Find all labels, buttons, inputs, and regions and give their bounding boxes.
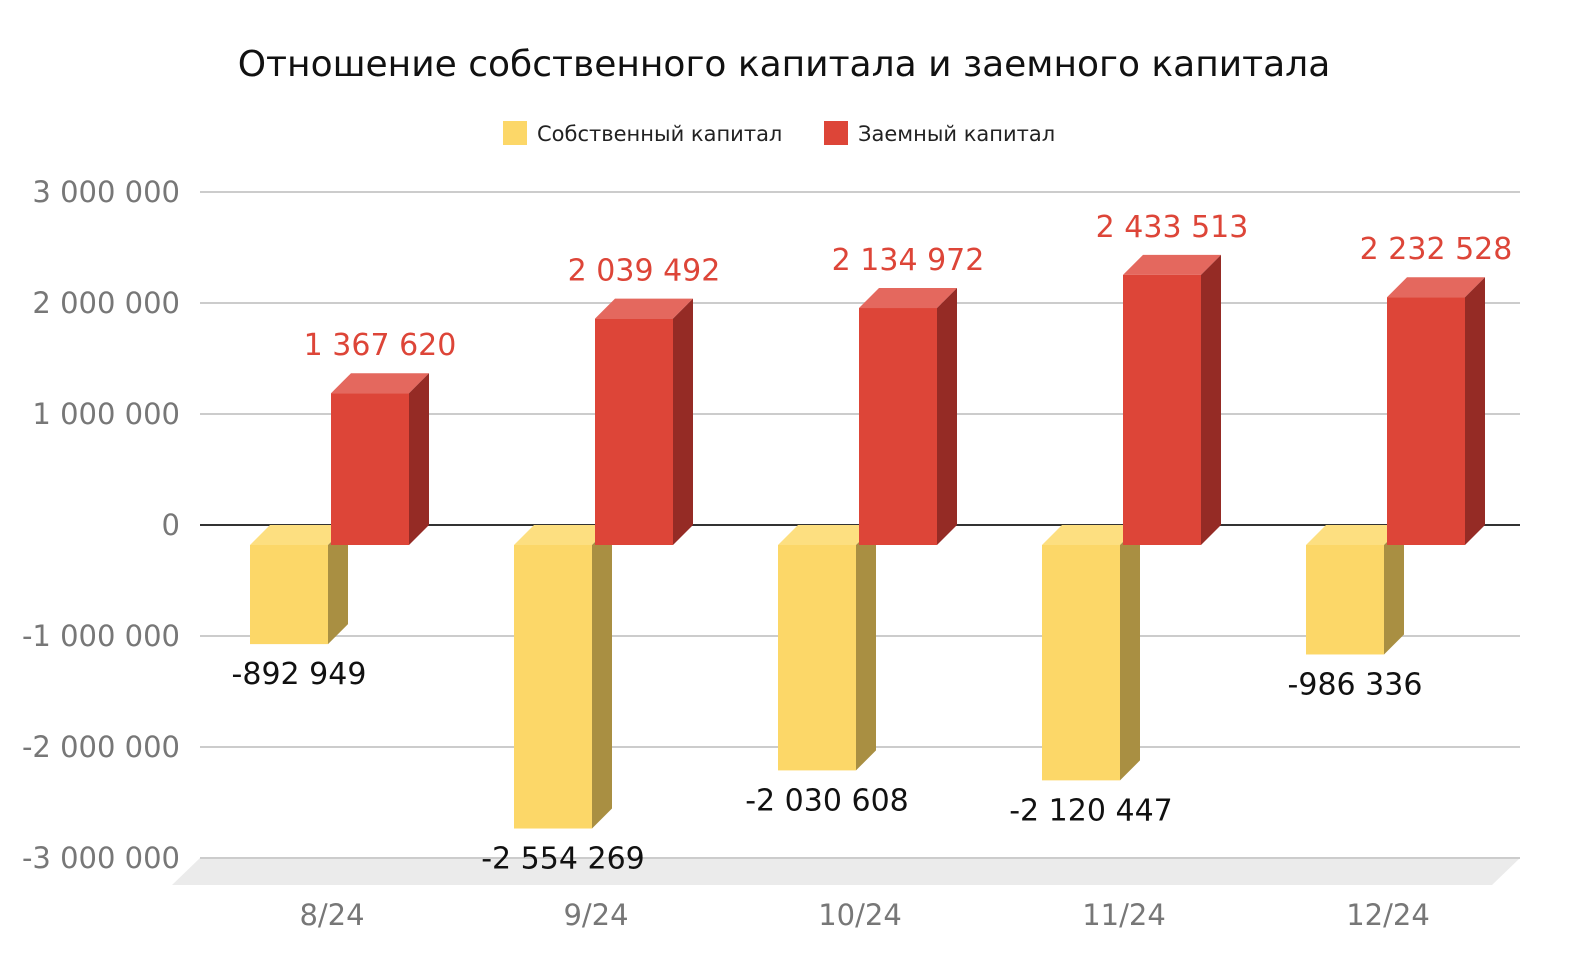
bar-front-face xyxy=(514,545,592,829)
legend-label-debt: Заемный капитал xyxy=(858,122,1055,146)
x-tick-label: 8/24 xyxy=(299,898,364,932)
legend-label-equity: Собственный капитал xyxy=(537,122,782,146)
bar-front-face xyxy=(859,308,937,545)
bar-side-face xyxy=(1384,525,1404,655)
y-tick-label: -3 000 000 xyxy=(22,841,180,875)
x-tick-label: 9/24 xyxy=(563,898,628,932)
data-label: 2 433 513 xyxy=(1096,210,1249,245)
bar-side-face xyxy=(1120,525,1140,781)
legend-swatch-debt xyxy=(824,121,848,145)
bar-side-face xyxy=(937,288,957,545)
bar-debt xyxy=(1387,277,1485,545)
y-tick-label: 1 000 000 xyxy=(32,397,180,431)
bar-equity xyxy=(1042,525,1140,781)
bar-equity xyxy=(1306,525,1404,655)
bar-front-face xyxy=(250,545,328,645)
bar-debt xyxy=(595,298,693,545)
data-label: -2 120 447 xyxy=(1009,793,1173,828)
bar-top-face xyxy=(250,525,348,545)
bar-front-face xyxy=(1042,545,1120,781)
bar-side-face xyxy=(673,298,693,545)
bar-top-face xyxy=(1306,525,1404,545)
bar-top-face xyxy=(514,525,612,545)
bar-top-face xyxy=(331,373,429,394)
bar-debt xyxy=(1123,254,1221,545)
bar-front-face xyxy=(1387,297,1465,545)
x-tick-label: 11/24 xyxy=(1082,898,1166,932)
bar-front-face xyxy=(331,393,409,545)
y-tick-label: 3 000 000 xyxy=(32,175,180,209)
bar-side-face xyxy=(592,525,612,829)
data-label: 2 134 972 xyxy=(832,243,985,278)
x-tick-label: 12/24 xyxy=(1346,898,1430,932)
bar-side-face xyxy=(856,525,876,771)
legend-swatch-equity xyxy=(503,121,527,145)
bar-front-face xyxy=(1306,545,1384,655)
bar-front-face xyxy=(1123,274,1201,545)
bar-side-face xyxy=(409,373,429,545)
bar-front-face xyxy=(778,545,856,771)
y-tick-label: -1 000 000 xyxy=(22,619,180,653)
bar-top-face xyxy=(1123,254,1221,275)
bar-top-face xyxy=(1387,277,1485,298)
bar-side-face xyxy=(1201,254,1221,545)
y-tick-label: -2 000 000 xyxy=(22,730,180,764)
data-label: -2 554 269 xyxy=(481,842,645,877)
data-label: -2 030 608 xyxy=(745,783,909,818)
bar-debt xyxy=(859,288,957,545)
bar-top-face xyxy=(595,298,693,319)
bar-front-face xyxy=(595,318,673,545)
bar-top-face xyxy=(778,525,876,545)
data-label: -986 336 xyxy=(1288,667,1423,702)
data-label: 1 367 620 xyxy=(304,328,457,363)
bar-top-face xyxy=(1042,525,1140,545)
chart-title: Отношение собственного капитала и заемно… xyxy=(238,44,1331,85)
bar-side-face xyxy=(1465,277,1485,545)
y-tick-label: 0 xyxy=(162,508,180,542)
data-label: -892 949 xyxy=(232,657,367,692)
bar-equity xyxy=(250,525,348,645)
x-tick-label: 10/24 xyxy=(818,898,902,932)
y-tick-label: 2 000 000 xyxy=(32,286,180,320)
bar-debt xyxy=(331,373,429,545)
chart-floor xyxy=(172,858,1520,885)
legend: Собственный капитал Заемный капитал xyxy=(503,121,1055,146)
bar-top-face xyxy=(859,288,957,309)
bar-side-face xyxy=(328,525,348,645)
bar-equity xyxy=(778,525,876,771)
bar-equity xyxy=(514,525,612,829)
data-label: 2 232 528 xyxy=(1360,232,1513,267)
data-label: 2 039 492 xyxy=(568,254,721,289)
